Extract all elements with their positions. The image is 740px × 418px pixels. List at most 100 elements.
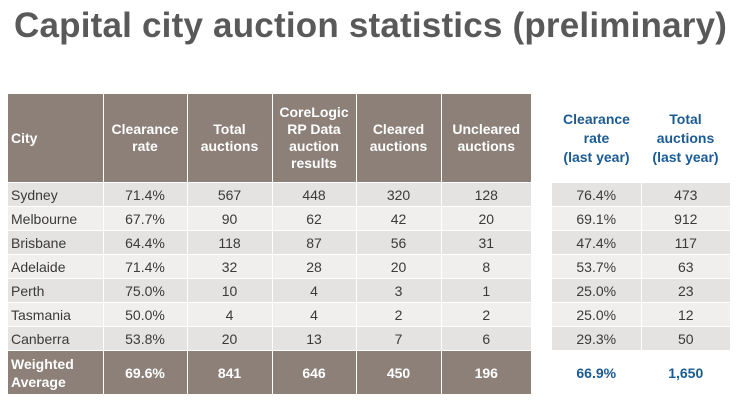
cell-cleared-auctions: 2 bbox=[356, 302, 442, 327]
header-corelogic-results: CoreLogic RP Data auction results bbox=[272, 94, 357, 183]
cell-cleared-auctions: 7 bbox=[356, 326, 442, 351]
header-line: CoreLogic bbox=[279, 104, 349, 120]
last-year-table: Clearance rate (last year) Total auctions (l… bbox=[552, 94, 730, 394]
cell-clearance-rate: 71.4% bbox=[103, 182, 188, 207]
table-row: Melbourne 67.7% 90 62 42 20 bbox=[8, 206, 531, 231]
cell-corelogic-results: 13 bbox=[272, 326, 357, 351]
table-row: Sydney 71.4% 567 448 320 128 bbox=[8, 182, 531, 207]
cell-cleared-auctions: 56 bbox=[356, 230, 442, 255]
header-line: rate bbox=[132, 138, 158, 154]
weighted-average-row: Weighted Average 69.6% 841 646 450 196 bbox=[8, 350, 531, 394]
cell-city: Tasmania bbox=[8, 302, 104, 327]
table-row: Perth 75.0% 10 4 3 1 bbox=[8, 278, 531, 303]
last-year-row: 53.7% 63 bbox=[552, 254, 730, 279]
last-year-row: 47.4% 117 bbox=[552, 230, 730, 255]
last-year-row: 25.0% 23 bbox=[552, 278, 730, 303]
header-line: (last year) bbox=[563, 148, 630, 165]
cell-city: Adelaide bbox=[8, 254, 104, 279]
cell-uncleared-auctions: 128 bbox=[441, 182, 531, 207]
cell-clearance-rate: 53.8% bbox=[103, 326, 188, 351]
avg-clearance-rate-last-year: 66.9% bbox=[552, 350, 642, 394]
header-total-auctions: Total auctions bbox=[187, 94, 273, 183]
cell-total-auctions-last-year: 473 bbox=[641, 182, 730, 207]
auction-stats-table: City Clearance rate Total auctions CoreLog… bbox=[8, 94, 531, 394]
cell-clearance-rate-last-year: 76.4% bbox=[552, 182, 642, 207]
last-year-row: 76.4% 473 bbox=[552, 182, 730, 207]
header-line: auctions bbox=[457, 138, 516, 154]
cell-total-auctions: 118 bbox=[187, 230, 273, 255]
header-line: Cleared bbox=[372, 121, 425, 137]
avg-uncleared-auctions: 196 bbox=[441, 350, 531, 394]
avg-total-auctions: 841 bbox=[187, 350, 273, 394]
cell-corelogic-results: 448 bbox=[272, 182, 357, 207]
header-cleared-auctions: Cleared auctions bbox=[356, 94, 442, 183]
cell-clearance-rate-last-year: 69.1% bbox=[552, 206, 642, 231]
cell-total-auctions-last-year: 63 bbox=[641, 254, 730, 279]
cell-total-auctions: 20 bbox=[187, 326, 273, 351]
cell-uncleared-auctions: 8 bbox=[441, 254, 531, 279]
header-clearance-rate: Clearance rate bbox=[103, 94, 188, 183]
avg-cleared-auctions: 450 bbox=[356, 350, 442, 394]
cell-total-auctions-last-year: 117 bbox=[641, 230, 730, 255]
cell-uncleared-auctions: 20 bbox=[441, 206, 531, 231]
cell-total-auctions: 90 bbox=[187, 206, 273, 231]
last-year-row: 25.0% 12 bbox=[552, 302, 730, 327]
header-line: Uncleared bbox=[452, 121, 521, 137]
table-row: Tasmania 50.0% 4 4 2 2 bbox=[8, 302, 531, 327]
cell-uncleared-auctions: 2 bbox=[441, 302, 531, 327]
cell-clearance-rate: 71.4% bbox=[103, 254, 188, 279]
header-line: Average bbox=[11, 373, 66, 390]
cell-city: Sydney bbox=[8, 182, 104, 207]
cell-total-auctions-last-year: 23 bbox=[641, 278, 730, 303]
header-line: Total bbox=[213, 121, 246, 137]
cell-clearance-rate-last-year: 25.0% bbox=[552, 278, 642, 303]
cell-city: Melbourne bbox=[8, 206, 104, 231]
cell-total-auctions: 4 bbox=[187, 302, 273, 327]
cell-uncleared-auctions: 1 bbox=[441, 278, 531, 303]
header-line: City bbox=[11, 129, 38, 146]
cell-total-auctions-last-year: 12 bbox=[641, 302, 730, 327]
cell-city: Perth bbox=[8, 278, 104, 303]
last-year-header-row: Clearance rate (last year) Total auctions (l… bbox=[552, 94, 730, 183]
cell-corelogic-results: 4 bbox=[272, 302, 357, 327]
header-line: auctions bbox=[656, 129, 715, 146]
header-line: RP Data bbox=[287, 121, 341, 137]
cell-total-auctions-last-year: 912 bbox=[641, 206, 730, 231]
last-year-row: 69.1% 912 bbox=[552, 206, 730, 231]
cell-total-auctions: 567 bbox=[187, 182, 273, 207]
header-line: rate bbox=[583, 129, 610, 146]
table-row: Brisbane 64.4% 118 87 56 31 bbox=[8, 230, 531, 255]
header-clearance-rate-last-year: Clearance rate (last year) bbox=[552, 94, 641, 183]
cell-city: Brisbane bbox=[8, 230, 104, 255]
header-line: Weighted bbox=[11, 355, 74, 372]
cell-clearance-rate-last-year: 47.4% bbox=[552, 230, 642, 255]
cell-cleared-auctions: 20 bbox=[356, 254, 442, 279]
header-line: (last year) bbox=[652, 148, 719, 165]
cell-city: Canberra bbox=[8, 326, 104, 351]
header-row: City Clearance rate Total auctions CoreLog… bbox=[8, 94, 531, 183]
header-city: City bbox=[8, 94, 104, 183]
header-uncleared-auctions: Uncleared auctions bbox=[441, 94, 531, 183]
header-line: auctions bbox=[369, 138, 428, 154]
cell-clearance-rate: 64.4% bbox=[103, 230, 188, 255]
table-row: Adelaide 71.4% 32 28 20 8 bbox=[8, 254, 531, 279]
cell-total-auctions: 32 bbox=[187, 254, 273, 279]
header-line: auctions bbox=[200, 138, 259, 154]
cell-clearance-rate-last-year: 29.3% bbox=[552, 326, 642, 351]
cell-total-auctions: 10 bbox=[187, 278, 273, 303]
cell-cleared-auctions: 3 bbox=[356, 278, 442, 303]
page-title: Capital city auction statistics (prelimi… bbox=[14, 6, 728, 45]
table-row: Canberra 53.8% 20 13 7 6 bbox=[8, 326, 531, 351]
header-line: Clearance bbox=[563, 110, 630, 127]
cell-corelogic-results: 28 bbox=[272, 254, 357, 279]
last-year-average-row: 66.9% 1,650 bbox=[552, 350, 730, 394]
cell-uncleared-auctions: 6 bbox=[441, 326, 531, 351]
header-total-auctions-last-year: Total auctions (last year) bbox=[641, 94, 730, 183]
avg-total-auctions-last-year: 1,650 bbox=[641, 350, 730, 394]
cell-clearance-rate: 50.0% bbox=[103, 302, 188, 327]
header-line: Clearance bbox=[111, 121, 179, 137]
cell-corelogic-results: 62 bbox=[272, 206, 357, 231]
cell-cleared-auctions: 42 bbox=[356, 206, 442, 231]
header-line: Total bbox=[669, 110, 702, 127]
avg-corelogic-results: 646 bbox=[272, 350, 357, 394]
